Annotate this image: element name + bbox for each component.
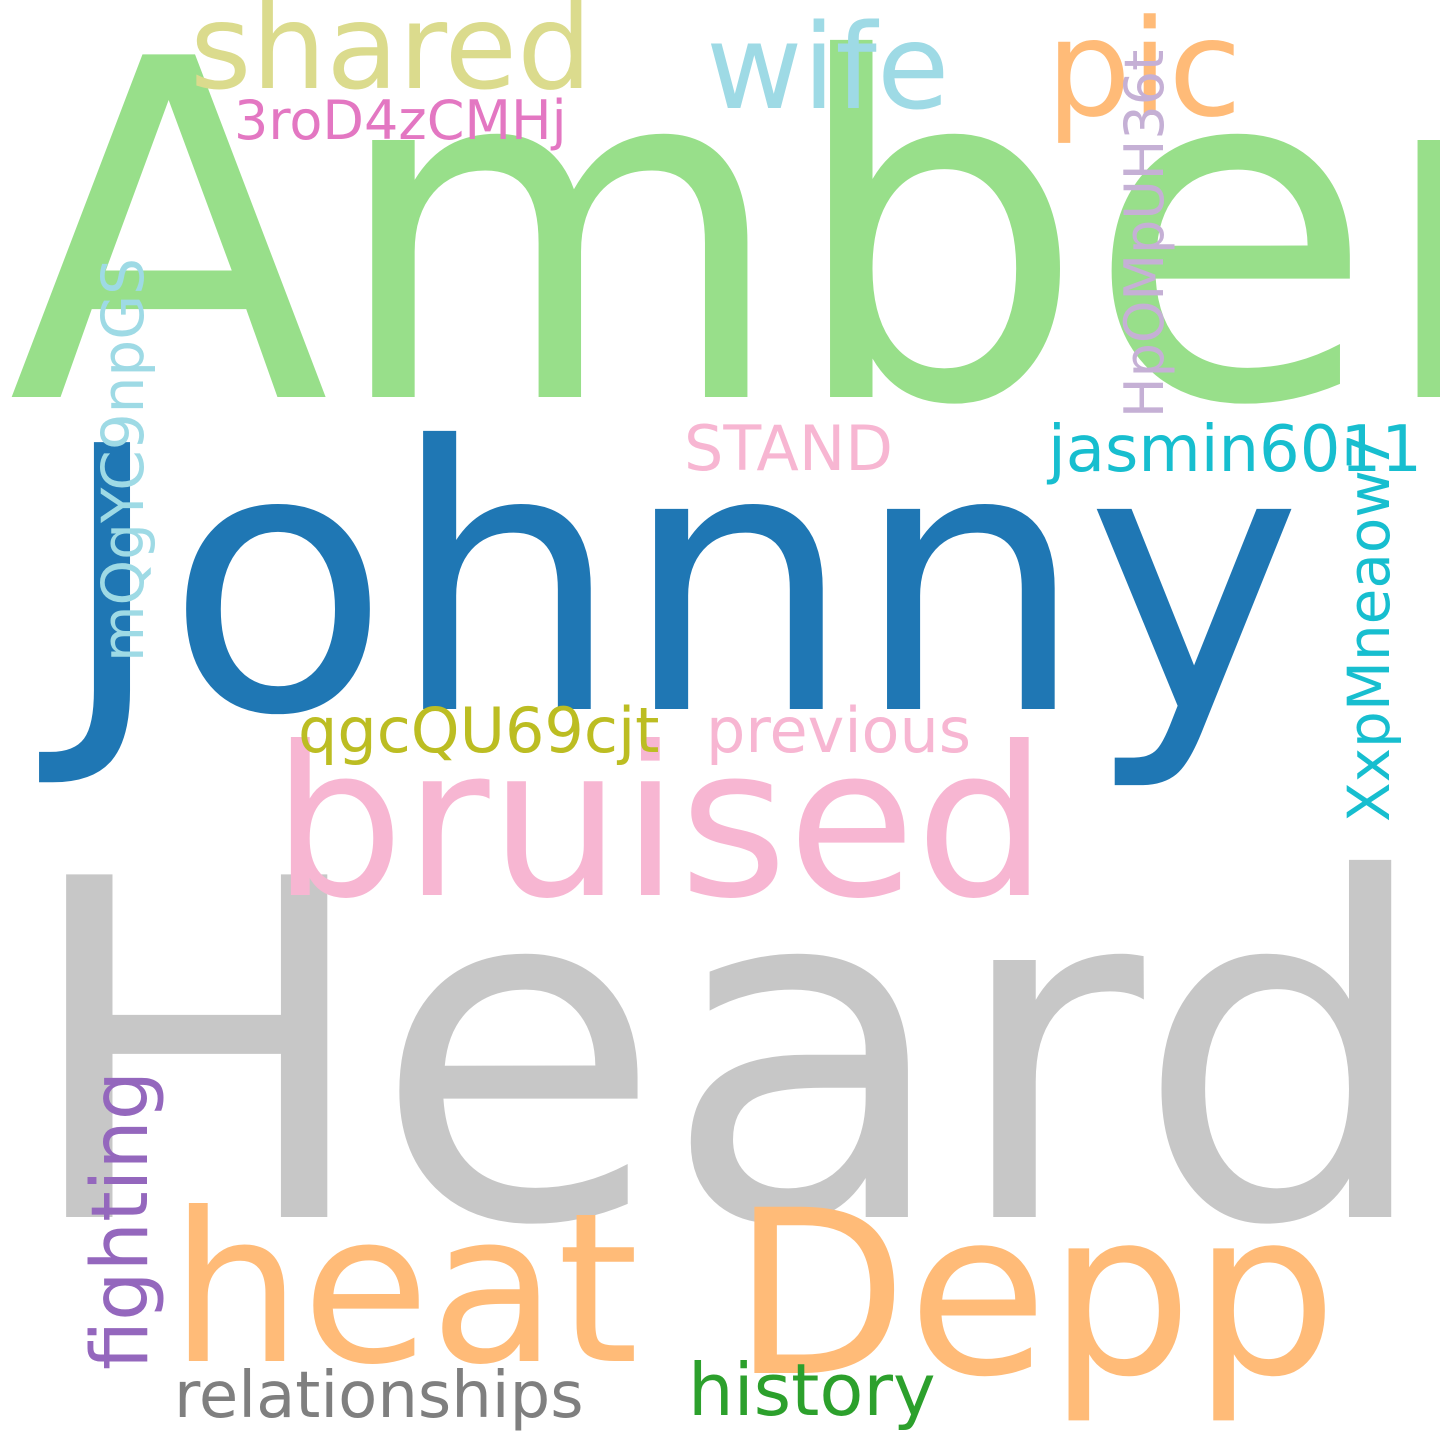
word-hpompuh36t: HpOMpUH36t (1113, 49, 1176, 418)
word-3rod4zcmhj: 3roD4zCMHj (234, 89, 567, 152)
word-amber: Amber (8, 0, 1440, 508)
word-fighting: fighting (76, 1070, 166, 1370)
word-mqgyc9npgs: mQgYC9npGS (89, 258, 157, 662)
word-shared: shared (190, 0, 592, 116)
word-history: history (688, 1348, 936, 1432)
word-depp: Depp (732, 1161, 1338, 1427)
word-jasmin6011: jasmin6011 (1048, 413, 1422, 487)
word-xxpmneaow7: XxpMneaow7 (1335, 433, 1403, 822)
word-stand: STAND (684, 412, 893, 485)
word-heat: heat (170, 1169, 639, 1411)
word-qgcqu69cjt: qgcQU69cjt (298, 694, 660, 767)
word-bruised: bruised (272, 703, 1048, 945)
word-pic: pic (1046, 0, 1242, 147)
word-johnny: Johnny (58, 370, 1303, 796)
word-previous: previous (706, 694, 972, 767)
word-relationships: relationships (174, 1359, 584, 1433)
word-wife: wife (706, 0, 950, 136)
word-heard: Heard (20, 781, 1434, 1328)
